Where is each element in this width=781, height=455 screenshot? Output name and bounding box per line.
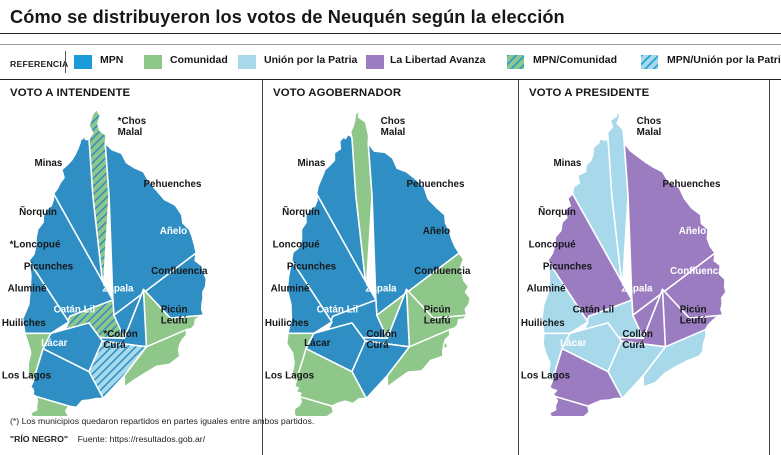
svg-text:Aluminé: Aluminé [271, 284, 310, 295]
svg-text:Zapala: Zapala [621, 284, 653, 295]
svg-text:Picún: Picún [161, 305, 188, 316]
svg-text:Huiliches: Huiliches [2, 318, 46, 329]
svg-text:Zapala: Zapala [365, 284, 397, 295]
svg-text:Confluencia: Confluencia [670, 266, 727, 277]
svg-text:Huiliches: Huiliches [521, 318, 565, 329]
svg-text:Malal: Malal [637, 127, 662, 138]
svg-text:Malal: Malal [381, 127, 406, 138]
svg-text:Ñorquín: Ñorquín [19, 207, 57, 218]
svg-text:Leufú: Leufú [161, 316, 188, 327]
svg-text:Chos: Chos [381, 116, 406, 127]
svg-text:Aluminé: Aluminé [8, 284, 47, 295]
svg-text:Zapala: Zapala [102, 284, 134, 295]
svg-text:Aluminé: Aluminé [527, 284, 566, 295]
svg-text:Los Lagos: Los Lagos [265, 371, 315, 382]
svg-text:Pehuenches: Pehuenches [143, 179, 202, 190]
svg-text:*Chos: *Chos [118, 116, 147, 127]
svg-text:Lácar: Lácar [41, 338, 67, 349]
svg-text:Picunches: Picunches [287, 262, 337, 273]
svg-text:Añelo: Añelo [423, 226, 450, 237]
svg-text:Minas: Minas [34, 158, 62, 169]
svg-text:Ñorquín: Ñorquín [538, 207, 576, 218]
svg-text:Collón: Collón [622, 330, 653, 341]
svg-text:Confluencia: Confluencia [151, 266, 208, 277]
svg-text:Picunches: Picunches [543, 262, 593, 273]
svg-text:Catán Lil: Catán Lil [573, 305, 615, 316]
svg-text:Catán Lil: Catán Lil [317, 305, 359, 316]
svg-text:Huiliches: Huiliches [265, 318, 309, 329]
svg-text:Picún: Picún [424, 305, 451, 316]
svg-text:Malal: Malal [118, 127, 143, 138]
svg-text:Lácar: Lácar [560, 338, 586, 349]
svg-text:Minas: Minas [553, 158, 581, 169]
svg-text:Chos: Chos [637, 116, 662, 127]
svg-text:Minas: Minas [297, 158, 325, 169]
svg-text:Los Lagos: Los Lagos [521, 371, 571, 382]
svg-text:Curá: Curá [622, 341, 645, 352]
svg-text:Collón: Collón [366, 330, 397, 341]
svg-text:Pehuenches: Pehuenches [662, 179, 721, 190]
svg-text:Catán Lil: Catán Lil [54, 305, 96, 316]
svg-text:Curá: Curá [103, 341, 126, 352]
svg-text:Curá: Curá [366, 341, 389, 352]
svg-text:Ñorquín: Ñorquín [282, 207, 320, 218]
svg-text:Lácar: Lácar [304, 338, 330, 349]
svg-text:*Collón: *Collón [103, 330, 137, 341]
svg-text:Loncopué: Loncopué [273, 240, 321, 251]
svg-text:*Loncopué: *Loncopué [10, 240, 61, 251]
svg-text:Añelo: Añelo [160, 226, 187, 237]
svg-text:Añelo: Añelo [679, 226, 706, 237]
svg-text:Loncopué: Loncopué [529, 240, 577, 251]
svg-text:Pehuenches: Pehuenches [406, 179, 465, 190]
svg-text:Leufú: Leufú [424, 316, 451, 327]
svg-text:Leufú: Leufú [680, 316, 707, 327]
svg-text:Confluencia: Confluencia [414, 266, 471, 277]
svg-text:Picunches: Picunches [24, 262, 74, 273]
svg-text:Los Lagos: Los Lagos [2, 371, 52, 382]
svg-text:Picún: Picún [680, 305, 707, 316]
